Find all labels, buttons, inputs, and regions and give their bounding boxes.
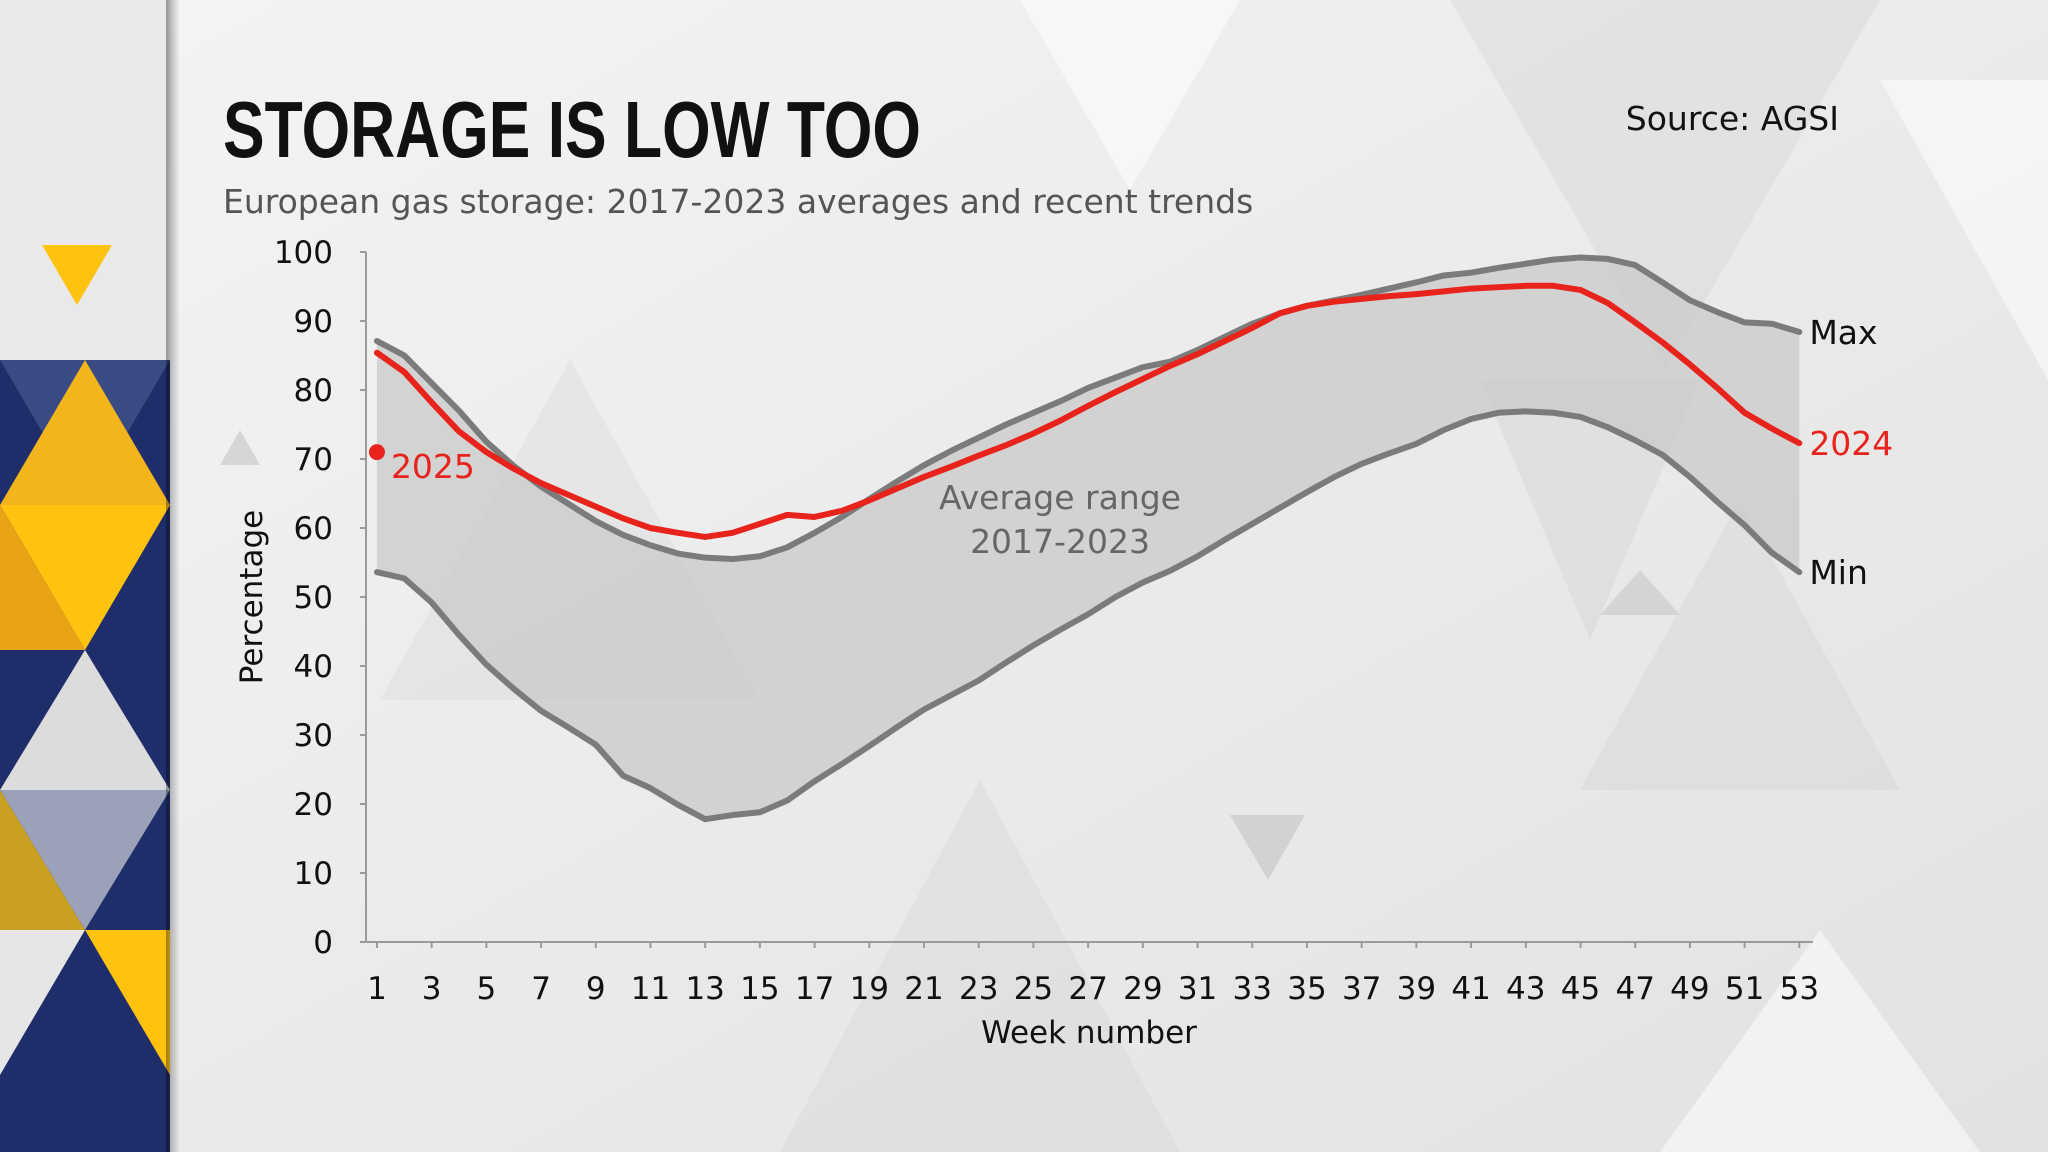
x-tick-label: 23 bbox=[959, 971, 998, 1007]
x-tick-label: 33 bbox=[1233, 971, 1272, 1007]
chart-title: STORAGE IS LOW TOO bbox=[223, 86, 921, 175]
x-tick-label: 29 bbox=[1123, 971, 1162, 1007]
series-label: Min bbox=[1809, 553, 1868, 592]
series-line bbox=[373, 408, 1803, 823]
series-label: Max bbox=[1809, 313, 1877, 352]
data-point bbox=[368, 444, 385, 461]
x-tick-label: 17 bbox=[795, 971, 834, 1007]
x-tick-label: 31 bbox=[1178, 971, 1217, 1007]
x-tick-label: 51 bbox=[1725, 971, 1764, 1007]
x-tick-label: 15 bbox=[740, 971, 779, 1007]
series-line bbox=[373, 282, 1803, 540]
y-tick-label: 20 bbox=[294, 787, 333, 823]
y-tick-label: 40 bbox=[294, 649, 333, 685]
x-axis-label: Week number bbox=[981, 1015, 1197, 1051]
y-tick-label: 60 bbox=[294, 511, 333, 547]
x-tick-label: 35 bbox=[1287, 971, 1326, 1007]
x-tick-label: 21 bbox=[904, 971, 943, 1007]
x-tick-label: 41 bbox=[1451, 971, 1490, 1007]
y-tick-label: 90 bbox=[294, 304, 333, 340]
x-tick-label: 7 bbox=[531, 971, 551, 1007]
x-tick-label: 11 bbox=[631, 971, 670, 1007]
side-band bbox=[0, 0, 180, 1152]
series-label: 2025 bbox=[391, 447, 475, 486]
x-tick-label: 9 bbox=[586, 971, 606, 1007]
x-tick-label: 43 bbox=[1506, 971, 1545, 1007]
source: Source: AGSI bbox=[1626, 99, 1839, 138]
y-tick-label: 100 bbox=[274, 235, 333, 271]
annotation: Average range bbox=[939, 478, 1181, 517]
x-tick-label: 37 bbox=[1342, 971, 1381, 1007]
y-axis-label: Percentage bbox=[234, 510, 270, 684]
x-tick-label: 13 bbox=[685, 971, 724, 1007]
y-tick-label: 70 bbox=[294, 442, 333, 478]
x-tick-label: 27 bbox=[1068, 971, 1107, 1007]
y-tick-label: 30 bbox=[294, 718, 333, 754]
x-tick-label: 5 bbox=[476, 971, 496, 1007]
range-area bbox=[376, 257, 1800, 820]
series-line bbox=[373, 254, 1803, 563]
annotation: 2017-2023 bbox=[970, 522, 1150, 561]
x-tick-label: 39 bbox=[1397, 971, 1436, 1007]
x-tick-label: 45 bbox=[1561, 971, 1600, 1007]
x-tick-label: 53 bbox=[1780, 971, 1819, 1007]
x-tick-label: 25 bbox=[1014, 971, 1053, 1007]
x-tick-label: 3 bbox=[422, 971, 442, 1007]
x-tick-label: 19 bbox=[850, 971, 889, 1007]
x-tick-label: 47 bbox=[1615, 971, 1654, 1007]
x-tick-label: 1 bbox=[367, 971, 387, 1007]
series-label: 2024 bbox=[1809, 424, 1893, 463]
x-tick-label: 49 bbox=[1670, 971, 1709, 1007]
y-tick-label: 0 bbox=[313, 925, 333, 961]
chart-subtitle: European gas storage: 2017-2023 averages… bbox=[223, 182, 1253, 221]
y-tick-label: 50 bbox=[294, 580, 333, 616]
y-tick-label: 80 bbox=[294, 373, 333, 409]
y-tick-label: 10 bbox=[294, 856, 333, 892]
